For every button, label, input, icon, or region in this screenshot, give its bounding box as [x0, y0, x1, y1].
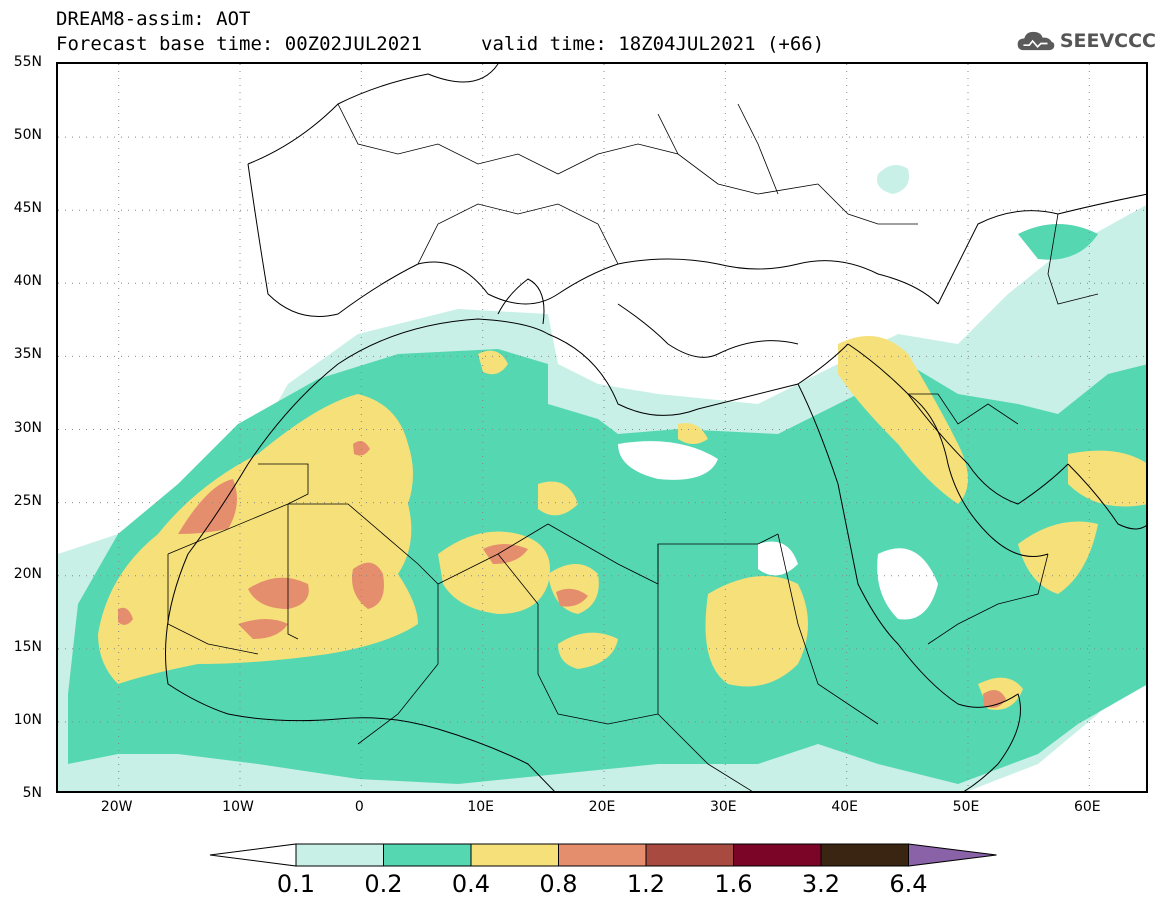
coastlines — [165, 64, 1146, 791]
colorbar-swatch — [470, 843, 559, 867]
map-panel — [56, 62, 1148, 793]
colorbar-swatch — [645, 843, 734, 867]
country-borders — [167, 103, 1099, 791]
latitude-label: 25N — [13, 492, 42, 509]
longitude-label: 60E — [1073, 799, 1101, 815]
longitude-label: 10E — [467, 799, 494, 815]
latitude-label: 55N — [13, 54, 42, 70]
latitude-label: 5N — [22, 785, 42, 801]
longitude-label: 20E — [588, 799, 616, 815]
latitude-label: 40N — [13, 273, 42, 290]
colorbar-level-label: 0.8 — [539, 870, 578, 898]
colorbar-swatch — [820, 843, 909, 867]
latitude-label: 30N — [13, 419, 42, 436]
latitude-label: 15N — [13, 638, 42, 655]
colorbar-swatch — [295, 843, 384, 867]
aot-map — [58, 64, 1146, 791]
logo-text: SEEVCCC — [1059, 30, 1156, 52]
colorbar-level-label: 6.4 — [889, 870, 928, 898]
seevccc-logo: SEEVCCC — [1016, 24, 1156, 58]
aot-gaps — [618, 441, 938, 620]
colorbar-over-arrow — [908, 843, 997, 867]
colorbar-level-label: 0.4 — [451, 870, 491, 898]
aot-band-0-8 — [118, 440, 1006, 708]
colorbar-under-arrow — [209, 843, 297, 867]
colorbar-swatch — [558, 843, 647, 867]
latitude-label: 45N — [13, 200, 42, 217]
colorbar-swatch — [733, 843, 822, 867]
colorbar-level-label: 1.2 — [626, 870, 666, 898]
map-grid — [58, 64, 1146, 791]
longitude-label: 30E — [709, 799, 737, 815]
longitude-label: 0 — [354, 799, 364, 815]
colorbar-level-label: 0.1 — [276, 870, 316, 898]
latitude-label: 10N — [13, 711, 42, 728]
forecast-base-time: Forecast base time: 00Z02JUL2021 — [56, 33, 423, 55]
map-title: DREAM8-assim: AOT — [56, 8, 251, 30]
longitude-label: 50E — [952, 799, 980, 815]
valid-time: valid time: 18Z04JUL2021 (+66) — [481, 33, 825, 55]
latitude-label: 20N — [13, 565, 42, 582]
colorbar-level-label: 1.6 — [714, 870, 753, 898]
colorbar-swatch — [383, 843, 472, 867]
colorbar-level-label: 0.2 — [364, 870, 403, 898]
latitude-label: 50N — [13, 127, 42, 144]
colorbar-level-label: 3.2 — [801, 870, 841, 898]
cloud-icon — [1017, 31, 1055, 51]
longitude-label: 40E — [831, 799, 858, 815]
longitude-label: 10W — [222, 799, 254, 815]
longitude-label: 20W — [100, 799, 133, 815]
latitude-label: 35N — [13, 346, 42, 363]
